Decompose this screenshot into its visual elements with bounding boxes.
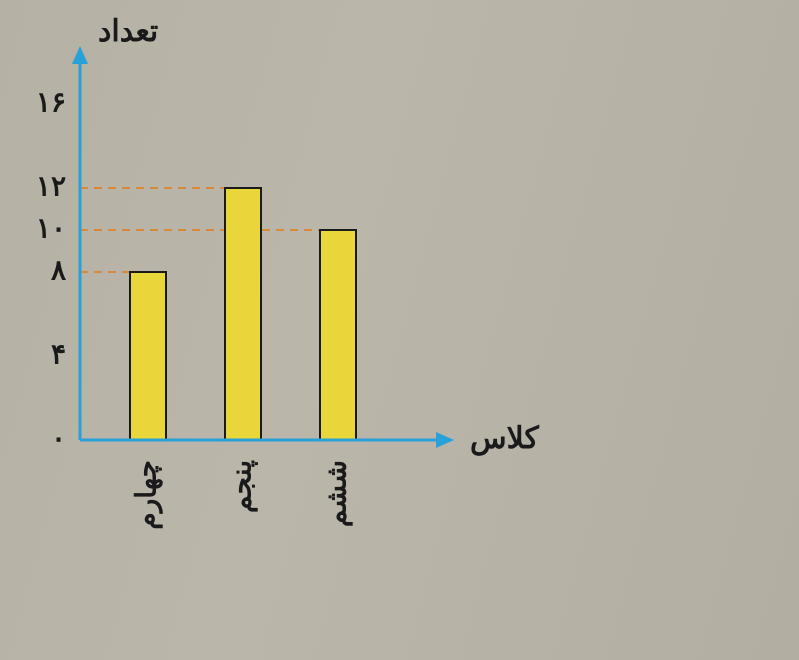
- y-tick-label: ۰: [51, 422, 66, 453]
- y-tick-label: ۱۲: [36, 170, 66, 201]
- x-axis-title: کلاس: [470, 422, 540, 456]
- y-tick-label: ۸: [51, 254, 67, 285]
- y-tick-label: ۱۰: [36, 212, 66, 243]
- y-tick-label: ۱۶: [36, 86, 66, 117]
- bars-group: [130, 188, 356, 440]
- x-category-label: ششم: [320, 460, 353, 527]
- bar: [130, 272, 166, 440]
- bar-chart: ۰ ۴ ۸ ۱۰ ۱۲ ۱۶ تعداد کلاس چهارم پنجم ششم: [0, 0, 799, 660]
- y-tick-labels: ۰ ۴ ۸ ۱۰ ۱۲ ۱۶: [36, 86, 67, 453]
- x-category-label: پنجم: [225, 460, 258, 513]
- bar: [225, 188, 261, 440]
- y-tick-label: ۴: [51, 338, 66, 369]
- bar: [320, 230, 356, 440]
- x-category-labels: چهارم پنجم ششم: [130, 460, 353, 530]
- guide-lines: [80, 188, 320, 272]
- y-axis-title: تعداد: [98, 15, 158, 48]
- x-category-label: چهارم: [130, 460, 163, 530]
